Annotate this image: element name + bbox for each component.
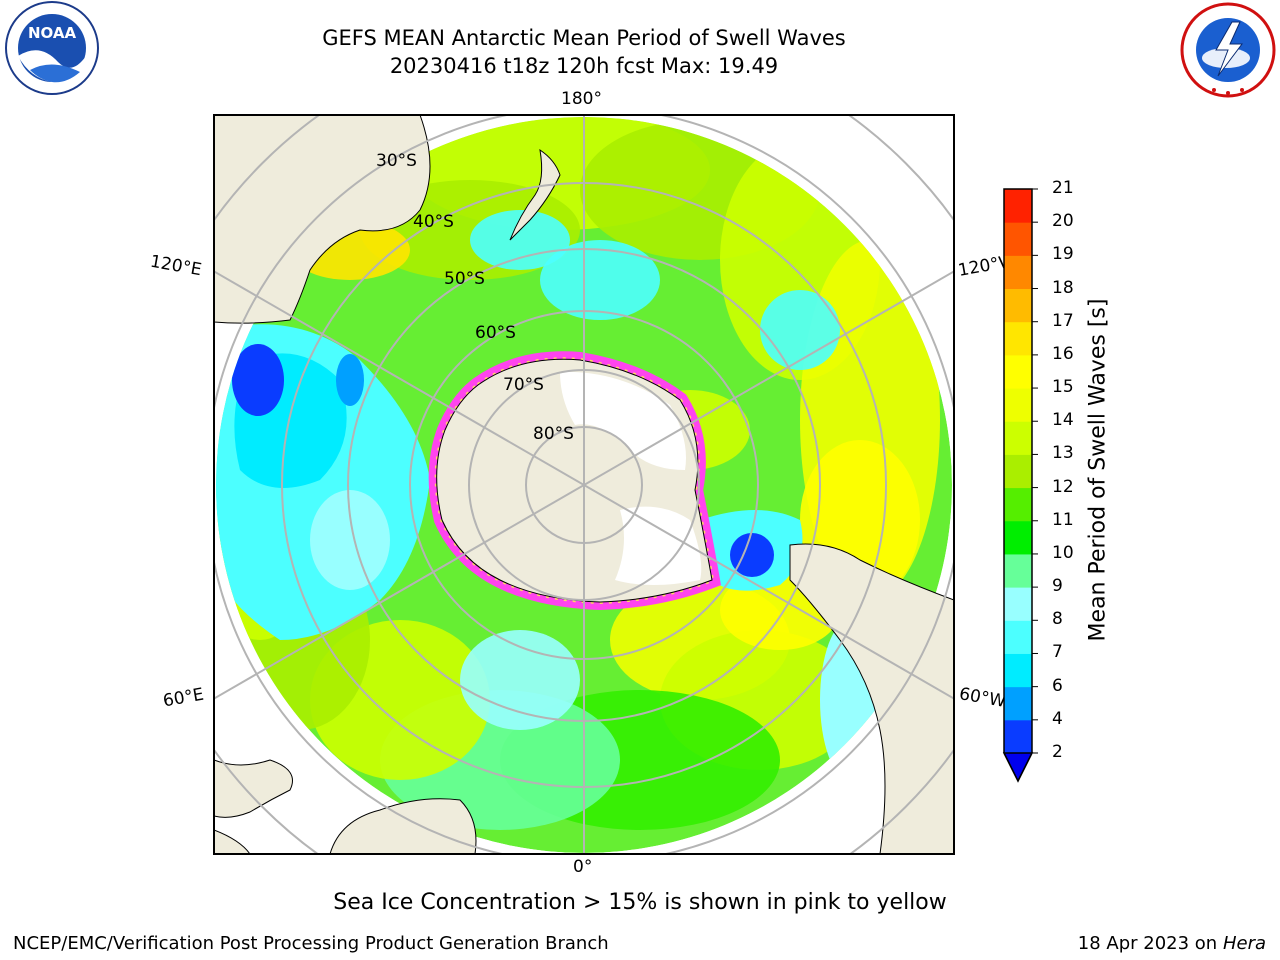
colorbar-tick-label: 6 xyxy=(1052,675,1063,696)
lat-label-80s: 80°S xyxy=(533,424,574,444)
south-america-land xyxy=(789,543,954,854)
swell-patch xyxy=(470,210,570,270)
colorbar-tick-label: 21 xyxy=(1052,178,1074,198)
machine-name: Hera xyxy=(1222,933,1266,954)
australia-land xyxy=(214,115,431,324)
noaa-logo-text: NOAA xyxy=(28,24,77,42)
map-frame-content xyxy=(214,115,954,854)
colorbar-tick-label: 13 xyxy=(1052,443,1074,464)
colorbar-tick-label: 14 xyxy=(1052,410,1074,431)
land-layer xyxy=(214,115,954,854)
lat-label-50s: 50°S xyxy=(444,269,485,289)
swell-patch xyxy=(760,290,840,370)
colorbar-tick-label: 15 xyxy=(1052,377,1074,398)
new-zealand-land xyxy=(509,148,561,241)
sea-ice-note: Sea Ice Concentration > 15% is shown in … xyxy=(333,890,947,915)
colorbar-tick-label: 20 xyxy=(1052,211,1074,232)
noaa-logo: NOAA xyxy=(5,1,99,95)
colorbar-tick-label: 10 xyxy=(1052,542,1074,563)
map-frame xyxy=(213,114,955,855)
colorbar-tick-label: 18 xyxy=(1052,277,1074,298)
swell-patch-blue xyxy=(232,344,284,416)
lon-label-180: 180° xyxy=(561,89,602,109)
meridian-line xyxy=(214,270,954,700)
swell-patch-light xyxy=(310,490,390,590)
lon-label-0: 0° xyxy=(573,857,593,877)
colorbar-tick-label: 2 xyxy=(1052,742,1063,762)
swell-patch xyxy=(540,240,660,320)
title-line-2: 20230416 t18z 120h fcst Max: 19.49 xyxy=(389,54,779,78)
lat-label-30s: 30°S xyxy=(376,151,417,171)
colorbar-tick-label: 11 xyxy=(1052,509,1074,530)
lat-label-40s: 40°S xyxy=(413,212,454,232)
nws-logo xyxy=(1180,2,1276,98)
title-line-1: GEFS MEAN Antarctic Mean Period of Swell… xyxy=(322,26,846,50)
colorbar-tick-label: 8 xyxy=(1052,609,1063,630)
colorbar-tick-label: 12 xyxy=(1052,476,1074,497)
colorbar-label: Mean Period of Swell Waves [s] xyxy=(1085,298,1111,642)
colorbar-tick-label: 7 xyxy=(1052,642,1063,663)
colorbar-tick-label: 19 xyxy=(1052,244,1074,265)
swell-patch-blue xyxy=(730,533,774,577)
date-text: 18 Apr 2023 on Hera xyxy=(1078,933,1266,954)
colorbar-tick-label: 17 xyxy=(1052,310,1074,331)
weddell-ice-shelf xyxy=(615,506,702,585)
lat-label-60s: 60°S xyxy=(475,323,516,343)
graticule xyxy=(214,115,954,854)
ross-ice-shelf xyxy=(560,371,686,470)
africa-land xyxy=(329,798,477,854)
swell-patch-blue xyxy=(336,354,364,406)
swell-patch xyxy=(460,630,580,730)
colorbar-tick-label: 4 xyxy=(1052,708,1063,729)
colorbar-tick-label: 9 xyxy=(1052,576,1063,597)
date-prefix: 18 Apr 2023 on xyxy=(1077,933,1223,954)
credit-text: NCEP/EMC/Verification Post Processing Pr… xyxy=(13,933,609,954)
colorbar-tick-label: 16 xyxy=(1052,343,1074,364)
lat-label-70s: 70°S xyxy=(503,375,544,395)
